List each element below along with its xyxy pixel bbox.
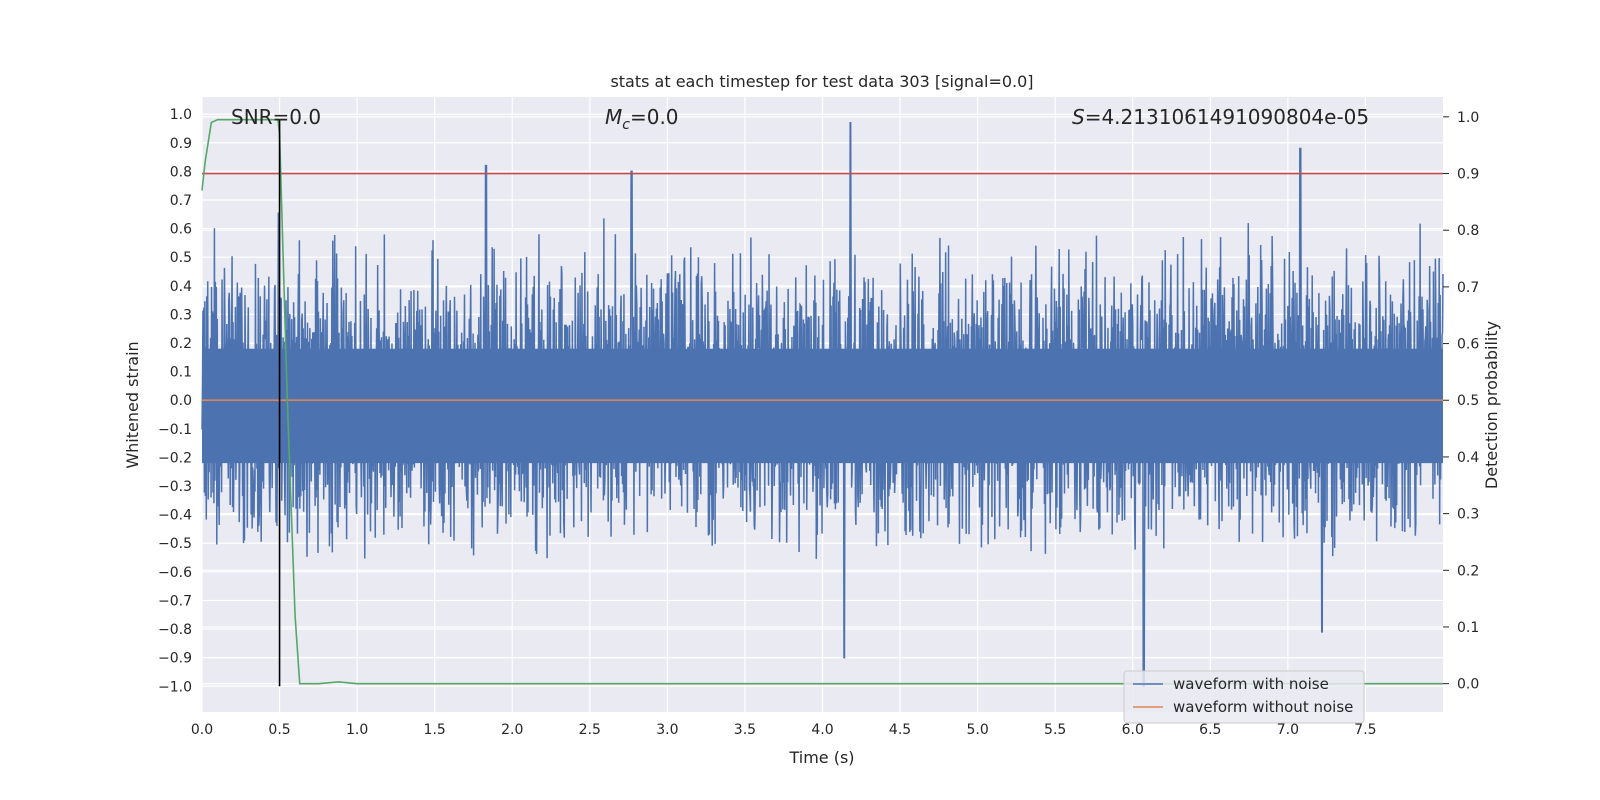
x-tick-label: 0.0 (191, 722, 213, 738)
chirp-mass-subscript: c (622, 117, 630, 133)
y-tick-label: −0.1 (158, 422, 192, 438)
detection-probability-line (201, 118, 1443, 685)
x-tick-label: 7.0 (1277, 722, 1299, 738)
x-tick-label: 0.5 (268, 722, 290, 738)
waveform-with-noise-core-band (202, 348, 1443, 464)
y-tick-label: −0.3 (158, 479, 192, 495)
y2-tick-label: 0.3 (1457, 507, 1479, 523)
y2-tick-label: 0.5 (1457, 393, 1479, 409)
y-tick-label: −0.6 (158, 565, 192, 581)
y-tick-label: 0.4 (170, 279, 192, 295)
x-axis-label: Time (s) (788, 748, 854, 767)
y-tick-label: 0.9 (170, 136, 192, 152)
y-tick-label: −0.7 (158, 593, 192, 609)
legend-label-with-noise: waveform with noise (1173, 675, 1329, 693)
x-tick-label: 5.0 (966, 722, 988, 738)
x-tick-label: 3.0 (656, 722, 678, 738)
chirp-mass-value: =0.0 (630, 105, 679, 129)
y-tick-label: −0.5 (158, 536, 192, 552)
y-tick-label: −0.9 (158, 651, 192, 667)
x-tick-label: 1.5 (424, 722, 446, 738)
chart-title: stats at each timestep for test data 303… (610, 72, 1033, 91)
x-tick-label: 7.5 (1354, 722, 1376, 738)
y-tick-label: 0.0 (170, 393, 192, 409)
x-tick-label: 2.5 (579, 722, 601, 738)
y-tick-label: −0.2 (158, 450, 192, 466)
y-tick-label: 1.0 (170, 107, 192, 123)
legend-label-without-noise: waveform without noise (1173, 698, 1353, 716)
x-tick-label: 1.0 (346, 722, 368, 738)
chirp-mass-symbol: M (605, 105, 622, 129)
y-tick-label: 0.2 (170, 336, 192, 352)
y2-tick-label: 0.1 (1457, 620, 1479, 636)
y-tick-label: −1.0 (158, 679, 192, 695)
y-tick-label: −0.4 (158, 508, 192, 524)
chirp-mass-annotation: Mc=0.0 (605, 105, 679, 133)
x-tick-label: 3.5 (734, 722, 756, 738)
x-tick-label: 4.5 (889, 722, 911, 738)
x-tick-label: 5.5 (1044, 722, 1066, 738)
y-tick-label: 0.3 (170, 307, 192, 323)
legend: waveform with noise waveform without noi… (1123, 670, 1365, 724)
y2-tick-label: 1.0 (1457, 110, 1479, 126)
y2-tick-label: 0.2 (1457, 563, 1479, 579)
score-symbol: S (1072, 105, 1085, 129)
y-axis-label: Whitened strain (123, 341, 142, 468)
x-tick-label: 4.0 (811, 722, 833, 738)
legend-box (1123, 670, 1365, 724)
y2-tick-label: 0.6 (1457, 337, 1479, 353)
y2-axis-label: Detection probability (1482, 321, 1501, 489)
score-value: =4.2131061491090804e-05 (1085, 105, 1369, 129)
y2-tick-label: 0.7 (1457, 280, 1479, 296)
x-tick-label: 6.0 (1122, 722, 1144, 738)
y-tick-label: 0.8 (170, 164, 192, 180)
y-tick-label: 0.6 (170, 222, 192, 238)
score-annotation: S=4.2131061491090804e-05 (1072, 105, 1369, 129)
y2-tick-label: 0.8 (1457, 223, 1479, 239)
y-tick-label: 0.1 (170, 365, 192, 381)
snr-annotation: SNR=0.0 (231, 105, 321, 129)
y-tick-label: −0.8 (158, 622, 192, 638)
y-tick-label: 0.7 (170, 193, 192, 209)
x-tick-label: 2.0 (501, 722, 523, 738)
y-tick-label: 0.5 (170, 250, 192, 266)
y2-tick-label: 0.0 (1457, 677, 1479, 693)
y2-tick-label: 0.4 (1457, 450, 1479, 466)
x-tick-label: 6.5 (1199, 722, 1221, 738)
y2-tick-label: 0.9 (1457, 167, 1479, 183)
